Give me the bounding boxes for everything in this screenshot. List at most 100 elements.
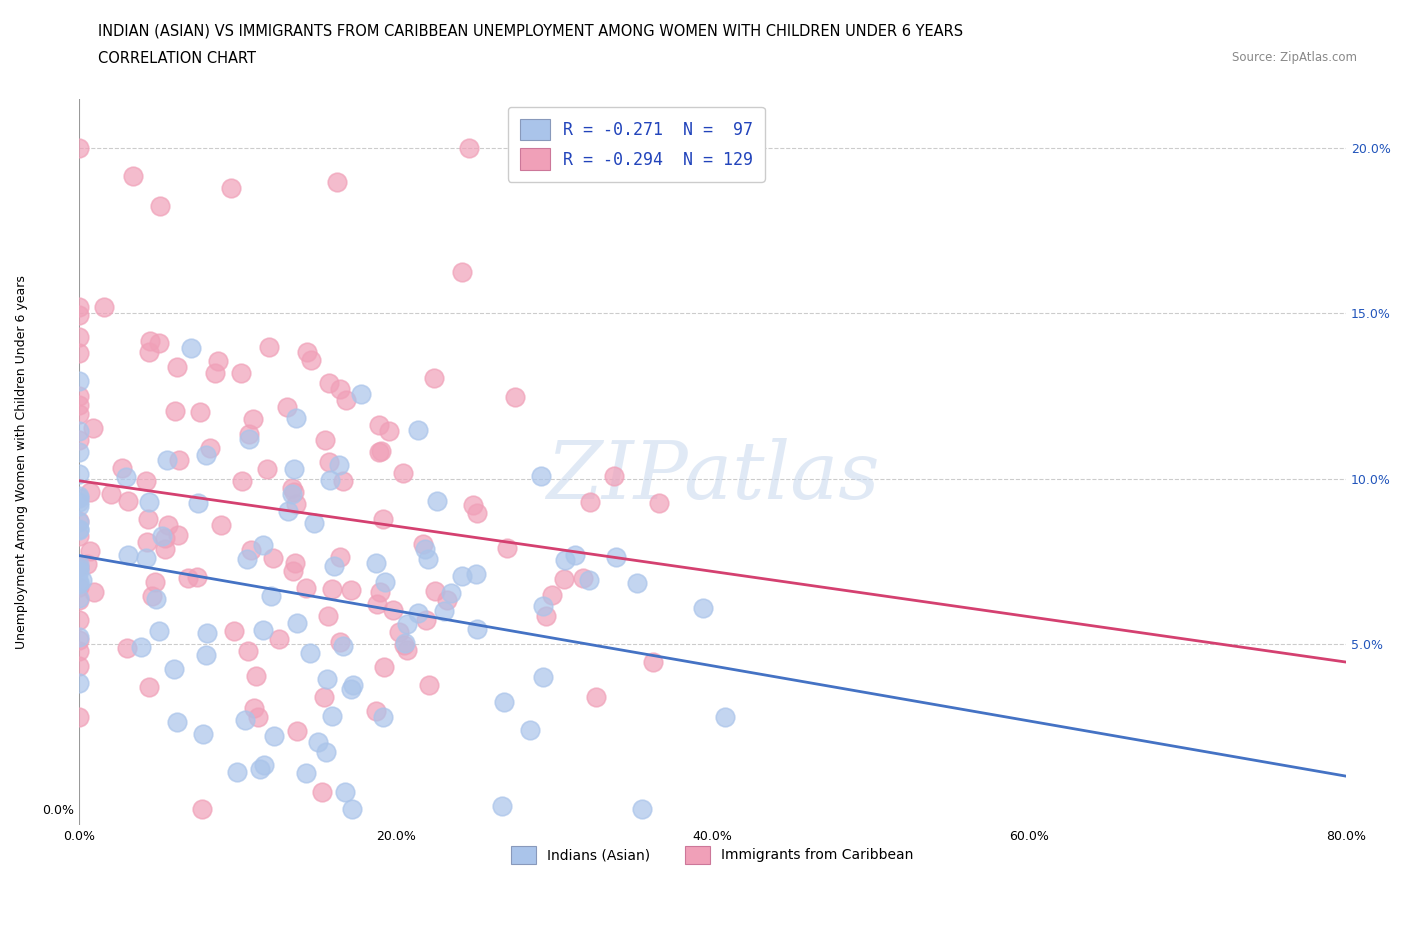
Point <box>626 576 648 591</box>
Point <box>342 678 364 693</box>
Point <box>519 723 541 737</box>
Point <box>67 644 90 658</box>
Point <box>368 584 391 599</box>
Point <box>367 418 389 432</box>
Point <box>197 625 219 640</box>
Point <box>204 365 226 380</box>
Point <box>529 468 551 483</box>
Point <box>340 802 363 817</box>
Point <box>392 465 415 480</box>
Point <box>67 577 90 591</box>
Point <box>496 540 519 555</box>
Point <box>67 299 90 314</box>
Point <box>436 592 458 607</box>
Point <box>260 588 283 603</box>
Point <box>195 447 218 462</box>
Point <box>67 424 90 439</box>
Point <box>93 299 115 314</box>
Point <box>257 339 280 354</box>
Point <box>373 659 395 674</box>
Point <box>631 802 654 817</box>
Point <box>67 445 90 459</box>
Point <box>115 470 138 485</box>
Point <box>194 647 217 662</box>
Point <box>129 639 152 654</box>
Point <box>115 640 138 655</box>
Y-axis label: Unemployment Among Women with Children Under 6 years: Unemployment Among Women with Children U… <box>15 275 28 649</box>
Point <box>318 376 340 391</box>
Point <box>263 728 285 743</box>
Point <box>222 623 245 638</box>
Point <box>450 568 472 583</box>
Point <box>302 515 325 530</box>
Point <box>167 527 190 542</box>
Point <box>373 512 395 526</box>
Point <box>578 573 600 588</box>
Point <box>135 474 157 489</box>
Point <box>440 585 463 600</box>
Point <box>100 486 122 501</box>
Point <box>167 453 190 468</box>
Point <box>239 542 262 557</box>
Point <box>396 617 419 631</box>
Point <box>370 444 392 458</box>
Point <box>238 432 260 446</box>
Point <box>315 744 337 759</box>
Point <box>579 495 602 510</box>
Text: CORRELATION CHART: CORRELATION CHART <box>98 51 256 66</box>
Point <box>67 388 90 403</box>
Point <box>243 700 266 715</box>
Point <box>326 175 349 190</box>
Point <box>67 676 90 691</box>
Point <box>143 575 166 590</box>
Text: INDIAN (ASIAN) VS IMMIGRANTS FROM CARIBBEAN UNEMPLOYMENT AMONG WOMEN WITH CHILDR: INDIAN (ASIAN) VS IMMIGRANTS FROM CARIBB… <box>98 23 963 38</box>
Point <box>531 670 554 684</box>
Point <box>149 198 172 213</box>
Point <box>332 638 354 653</box>
Point <box>236 644 259 658</box>
Point <box>67 513 90 528</box>
Point <box>350 386 373 401</box>
Text: ZIPatlas: ZIPatlas <box>546 438 879 515</box>
Point <box>534 608 557 623</box>
Point <box>256 461 278 476</box>
Point <box>406 606 429 621</box>
Point <box>150 528 173 543</box>
Point <box>67 491 90 506</box>
Point <box>335 392 357 407</box>
Point <box>374 575 396 590</box>
Point <box>340 682 363 697</box>
Point <box>117 548 139 563</box>
Point <box>67 140 90 155</box>
Point <box>219 180 242 195</box>
Point <box>394 635 416 650</box>
Point <box>692 601 714 616</box>
Point <box>67 521 90 536</box>
Point <box>79 543 101 558</box>
Point <box>67 613 90 628</box>
Point <box>413 542 436 557</box>
Point <box>236 551 259 566</box>
Point <box>277 503 299 518</box>
Point <box>465 621 488 636</box>
Point <box>319 472 342 487</box>
Point <box>406 422 429 437</box>
Point <box>82 420 104 435</box>
Point <box>553 571 575 586</box>
Point <box>136 534 159 549</box>
Point <box>67 560 90 575</box>
Point <box>283 485 305 499</box>
Point <box>67 579 90 594</box>
Point <box>145 591 167 606</box>
Point <box>252 758 274 773</box>
Point <box>67 406 90 421</box>
Point <box>395 643 418 658</box>
Point <box>148 623 170 638</box>
Point <box>245 669 267 684</box>
Point <box>321 709 343 724</box>
Point <box>138 495 160 510</box>
Point <box>191 802 214 817</box>
Point <box>153 531 176 546</box>
Point <box>307 735 329 750</box>
Point <box>136 512 159 526</box>
